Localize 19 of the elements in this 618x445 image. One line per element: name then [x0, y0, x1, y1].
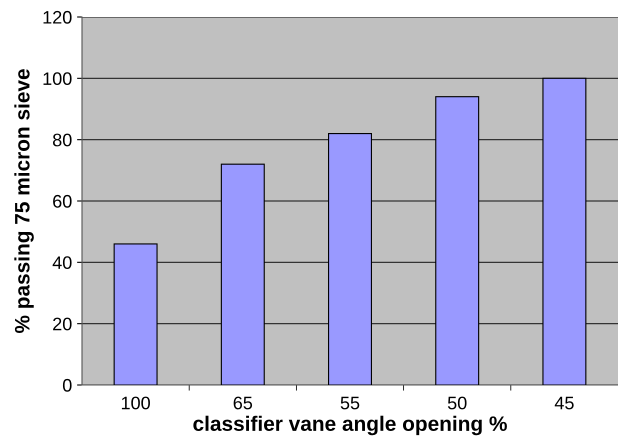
y-tick-label: 40	[52, 256, 72, 270]
x-tick-label: 100	[122, 396, 150, 410]
y-tick-label: 100	[44, 72, 72, 86]
bar	[114, 243, 158, 385]
x-tick-label: 50	[448, 396, 467, 410]
x-tick-label: 45	[554, 396, 574, 410]
bar	[220, 164, 265, 385]
y-tick-label: 80	[52, 134, 72, 146]
y-tick-label: 0	[62, 378, 72, 392]
y-tick-label: 120	[44, 10, 72, 24]
bar	[542, 78, 586, 385]
x-tick-label: 55	[340, 396, 360, 410]
y-tick-label: 20	[53, 318, 72, 330]
y-tick-label: 60	[53, 194, 72, 208]
bar	[328, 132, 372, 385]
x-axis-title: classifier vane angle opening %	[193, 416, 507, 436]
x-tick-label: 65	[234, 396, 252, 410]
y-axis-title: % passing 75 micron sieve	[14, 69, 34, 334]
bar	[435, 96, 480, 385]
